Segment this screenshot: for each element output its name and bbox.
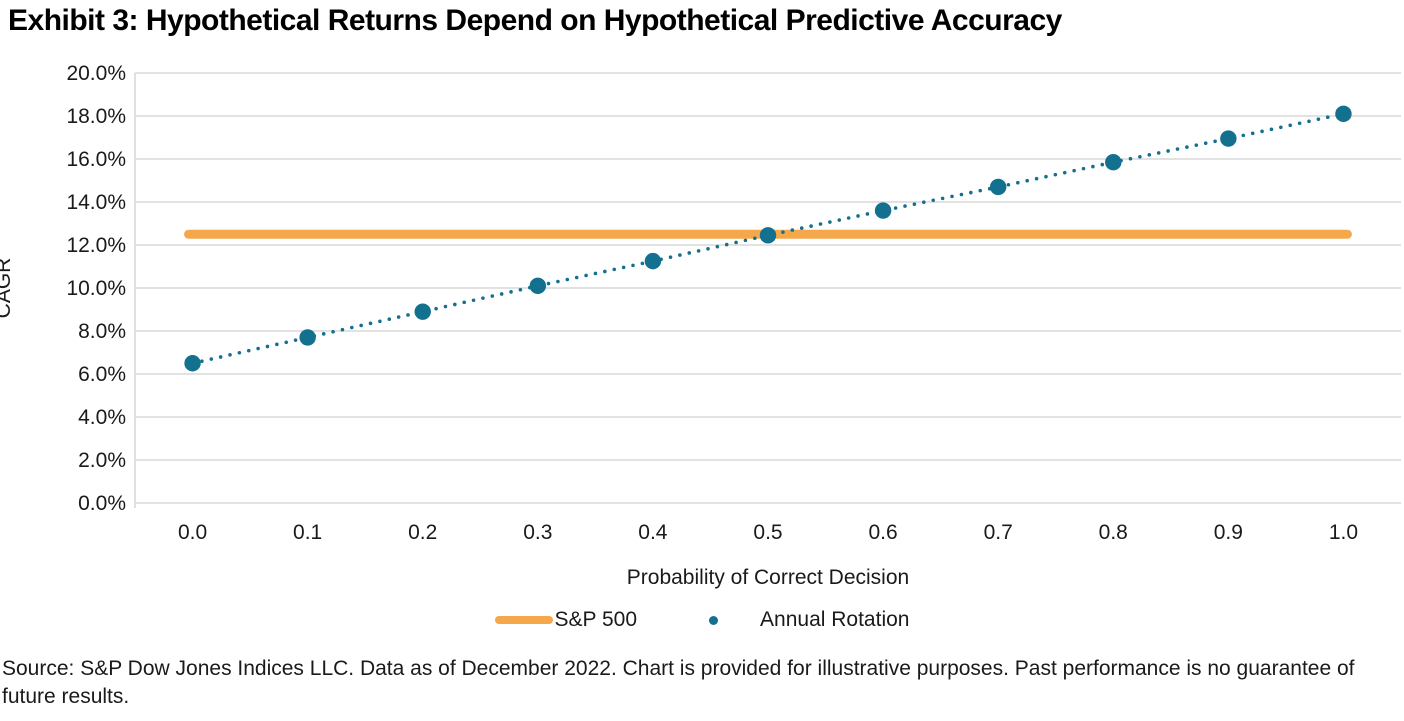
legend-item-sp500: S&P 500	[494, 608, 638, 632]
x-tick-label: 0.1	[293, 521, 322, 544]
annual-rotation-point	[989, 178, 1007, 196]
x-tick-label: 0.8	[1099, 521, 1128, 544]
y-tick-label: 12.0%	[66, 234, 126, 257]
chart-title: Exhibit 3: Hypothetical Returns Depend o…	[8, 4, 1062, 37]
annual-rotation-point	[414, 303, 431, 320]
y-tick-label: 20.0%	[66, 62, 126, 85]
x-tick-label: 1.0	[1329, 521, 1358, 544]
y-tick-label: 10.0%	[66, 277, 126, 300]
annual-rotation-point	[759, 227, 777, 244]
y-tick-label: 4.0%	[78, 406, 126, 429]
legend: S&P 500 Annual Rotation	[0, 608, 1404, 632]
annual-rotation-point	[1335, 105, 1352, 123]
legend-item-annual-rotation: Annual Rotation	[709, 608, 909, 632]
legend-label-annual-rotation: Annual Rotation	[760, 608, 910, 631]
legend-label-sp500: S&P 500	[554, 608, 638, 631]
annual-rotation-dot-swatch	[709, 615, 719, 625]
y-tick-label: 8.0%	[78, 320, 126, 343]
y-tick-label: 0.0%	[78, 492, 126, 515]
annual-rotation-point	[874, 202, 892, 219]
x-tick-label: 0.2	[408, 521, 437, 544]
annual-rotation-point	[1220, 130, 1237, 147]
x-tick-label: 0.9	[1214, 521, 1243, 544]
source-note: Source: S&P Dow Jones Indices LLC. Data …	[2, 657, 1355, 708]
annual-rotation-point	[184, 355, 201, 372]
sp500-line-swatch	[494, 616, 553, 624]
y-tick-label: 14.0%	[66, 191, 126, 214]
x-tick-label: 0.7	[984, 521, 1013, 544]
x-tick-label: 0.4	[638, 521, 668, 544]
x-tick-label: 0.6	[868, 521, 897, 544]
x-tick-label: 0.3	[523, 521, 552, 544]
annual-rotation-point	[529, 277, 547, 295]
x-tick-label: 0.0	[178, 521, 207, 544]
x-axis-title: Probability of Correct Decision	[626, 566, 910, 589]
y-tick-label: 2.0%	[78, 449, 126, 472]
y-tick-label: 16.0%	[66, 148, 126, 171]
annual-rotation-point	[299, 329, 316, 346]
x-tick-label: 0.5	[753, 521, 782, 544]
y-tick-label: 18.0%	[66, 105, 126, 128]
annual-rotation-point	[1105, 154, 1122, 171]
y-tick-label: 6.0%	[78, 363, 126, 386]
plot-area: 0.0% 2.0% 4.0% 6.0% 8.0% 10.0% 12.0% 14.0% 16.0%…	[66, 62, 1401, 544]
annual-rotation-point	[644, 252, 662, 270]
